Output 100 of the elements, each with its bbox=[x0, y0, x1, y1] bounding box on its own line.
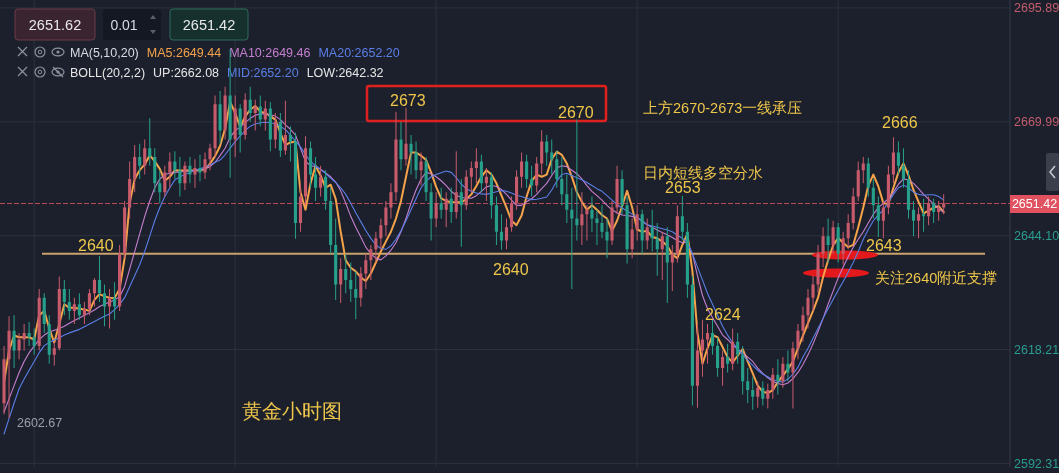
candlestick bbox=[786, 350, 790, 382]
candlestick bbox=[474, 148, 478, 184]
candlestick bbox=[359, 266, 363, 307]
candlestick bbox=[102, 284, 107, 327]
candlestick bbox=[349, 262, 353, 303]
candlestick bbox=[67, 288, 71, 320]
candlestick bbox=[82, 302, 86, 325]
candlestick bbox=[22, 324, 26, 351]
candlestick bbox=[454, 151, 458, 219]
candlestick bbox=[12, 315, 16, 369]
candlestick bbox=[550, 139, 554, 175]
candlestick bbox=[625, 196, 629, 264]
candlestick bbox=[856, 161, 860, 201]
candlestick bbox=[565, 174, 569, 223]
candlestick bbox=[298, 183, 303, 232]
y-tick-label: 2618.21 bbox=[1014, 343, 1059, 358]
candlestick bbox=[515, 170, 519, 210]
candlestick bbox=[620, 170, 624, 215]
annotation: 2640 bbox=[493, 260, 529, 278]
candlestick bbox=[329, 187, 333, 254]
candlestick bbox=[158, 170, 162, 204]
annotation: 2666 bbox=[882, 114, 918, 132]
candlestick bbox=[203, 152, 207, 179]
candlestick bbox=[439, 187, 443, 219]
candlestick bbox=[123, 200, 127, 259]
candlestick bbox=[384, 200, 388, 237]
candlestick bbox=[836, 222, 840, 263]
candlestick bbox=[143, 139, 147, 175]
candlestick bbox=[640, 209, 644, 254]
candlestick bbox=[585, 205, 589, 241]
candlestick bbox=[555, 150, 559, 188]
candlestick bbox=[464, 170, 468, 210]
candlestick bbox=[419, 152, 423, 186]
annotation: 0.01 bbox=[110, 16, 138, 33]
candlestick bbox=[188, 156, 192, 184]
candlestick bbox=[690, 275, 694, 406]
y-tick-label: 2669.99 bbox=[1014, 115, 1059, 130]
annotation: 2673 bbox=[390, 91, 426, 109]
candlestick bbox=[113, 282, 117, 320]
candlestick bbox=[399, 121, 403, 171]
candlestick bbox=[816, 244, 820, 294]
candlestick bbox=[675, 205, 679, 263]
candlestick bbox=[238, 104, 242, 153]
candlestick bbox=[449, 187, 453, 223]
candlestick bbox=[62, 280, 66, 316]
candlestick bbox=[650, 209, 654, 252]
annotation: LOW:2642.32 bbox=[306, 66, 384, 80]
candlestick bbox=[761, 381, 765, 406]
candlestick bbox=[861, 156, 865, 184]
candlestick bbox=[128, 161, 132, 219]
candlestick bbox=[756, 381, 760, 408]
candlestick bbox=[721, 350, 725, 386]
candlestick bbox=[831, 220, 835, 254]
candlestick bbox=[605, 218, 609, 259]
candlestick bbox=[17, 332, 21, 360]
candlestick bbox=[580, 192, 584, 245]
candlestick bbox=[922, 198, 926, 232]
candlestick bbox=[494, 196, 499, 245]
candlestick bbox=[530, 165, 534, 197]
candlestick bbox=[911, 200, 916, 237]
candlestick bbox=[389, 183, 393, 219]
candlestick bbox=[660, 231, 664, 281]
candlestick bbox=[339, 258, 343, 303]
candlestick bbox=[97, 255, 102, 303]
candlestick bbox=[324, 170, 328, 210]
candlestick bbox=[47, 315, 51, 364]
candlestick bbox=[193, 159, 197, 188]
candlestick bbox=[937, 200, 941, 221]
candlestick bbox=[751, 376, 755, 410]
candlestick bbox=[741, 346, 745, 395]
candlestick bbox=[354, 271, 358, 320]
candlestick bbox=[173, 151, 177, 179]
candlestick bbox=[630, 218, 634, 259]
candlestick bbox=[479, 154, 483, 193]
candlestick bbox=[821, 227, 825, 267]
candlestick bbox=[243, 93, 247, 140]
candlestick bbox=[434, 192, 438, 228]
candlestick bbox=[484, 167, 488, 201]
candlestick bbox=[404, 107, 408, 166]
candlestick bbox=[57, 276, 61, 351]
candlestick bbox=[303, 136, 308, 206]
candlestick bbox=[665, 227, 669, 303]
candlestick bbox=[886, 165, 890, 215]
candlestick bbox=[610, 200, 614, 245]
candlestick bbox=[92, 277, 97, 307]
candlestick bbox=[138, 143, 142, 179]
candlestick bbox=[570, 187, 574, 289]
candlestick bbox=[776, 359, 780, 395]
candlestick bbox=[273, 113, 277, 149]
annotation: 2651.42 bbox=[182, 16, 236, 33]
candlestick bbox=[27, 321, 31, 347]
annotation: 关注2640附近支撑 bbox=[875, 270, 998, 286]
annotation: 2670 bbox=[558, 103, 594, 121]
candlestick bbox=[841, 231, 845, 265]
candlestick bbox=[314, 156, 318, 201]
candlestick bbox=[705, 324, 710, 364]
candlestick bbox=[374, 231, 378, 263]
candlestick bbox=[796, 324, 800, 360]
candlestick bbox=[896, 141, 901, 175]
candlestick bbox=[37, 288, 41, 351]
